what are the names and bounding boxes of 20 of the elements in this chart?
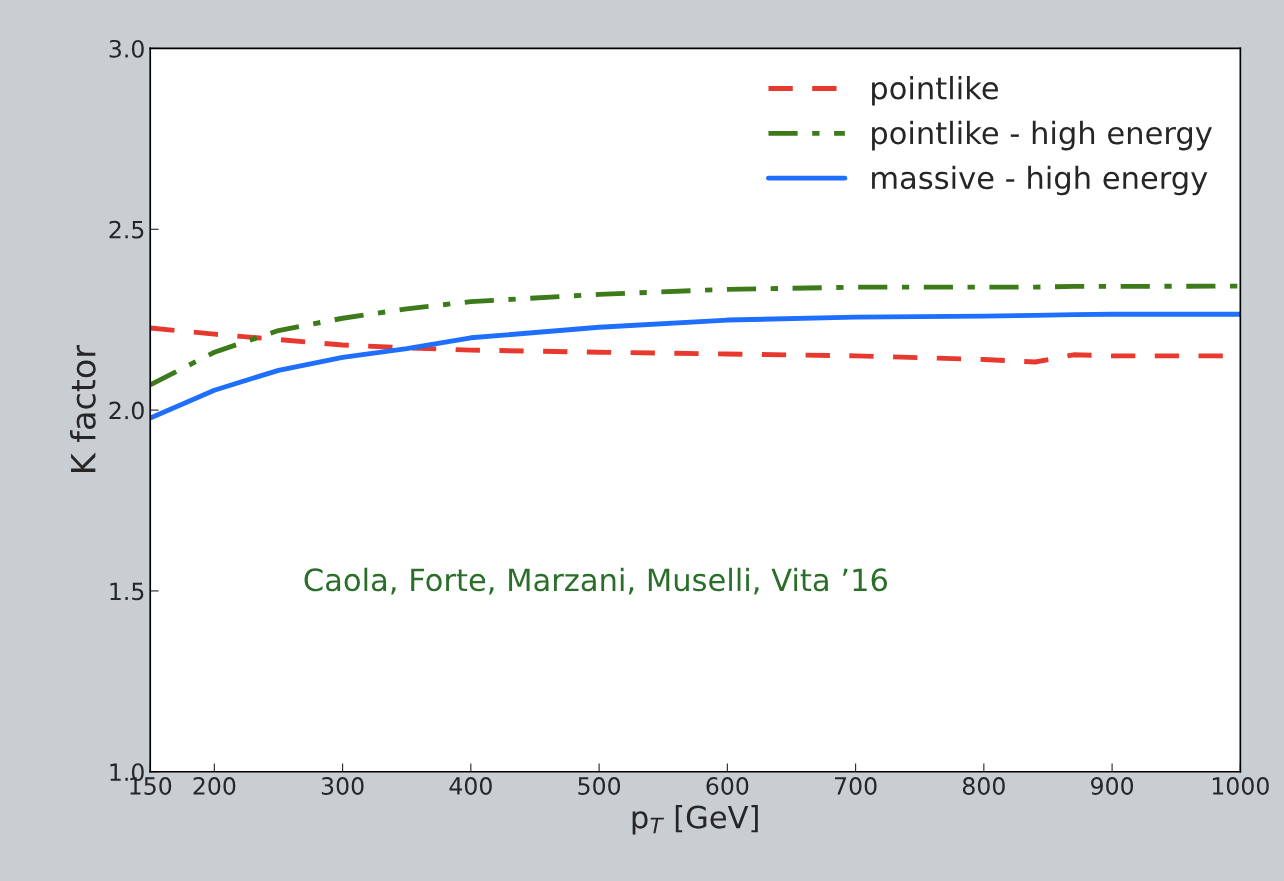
- x-tick-label: 500: [578, 777, 621, 795]
- y-tick-label: 3.0: [109, 39, 144, 58]
- x-axis-title: p$_{T}$ [GeV]: [632, 805, 758, 835]
- x-tick-label: 300: [321, 777, 364, 795]
- annotation: Caola, Forte, Marzani, Muselli, Vita ’16: [304, 567, 887, 595]
- legend-label: massive - high energy: [872, 165, 1208, 196]
- x-tick-label: 600: [706, 777, 749, 795]
- x-tick-label: 900: [1091, 777, 1134, 795]
- legend-label: pointlike - high energy: [872, 120, 1212, 151]
- x-tick-label: 200: [193, 777, 236, 795]
- line-series: [150, 311, 1241, 421]
- y-axis-title: K factor: [70, 345, 96, 472]
- legend-label: pointlike: [872, 75, 998, 106]
- y-tick-label: 2.5: [109, 220, 144, 239]
- x-tick-label: 1000: [1212, 777, 1269, 795]
- x-tick-label: 800: [962, 777, 1005, 795]
- y-tick-label: 2.0: [109, 401, 144, 420]
- y-tick-label: 1.5: [110, 582, 144, 601]
- x-tick-label: 400: [449, 777, 492, 795]
- x-tick-label: 700: [835, 777, 877, 795]
